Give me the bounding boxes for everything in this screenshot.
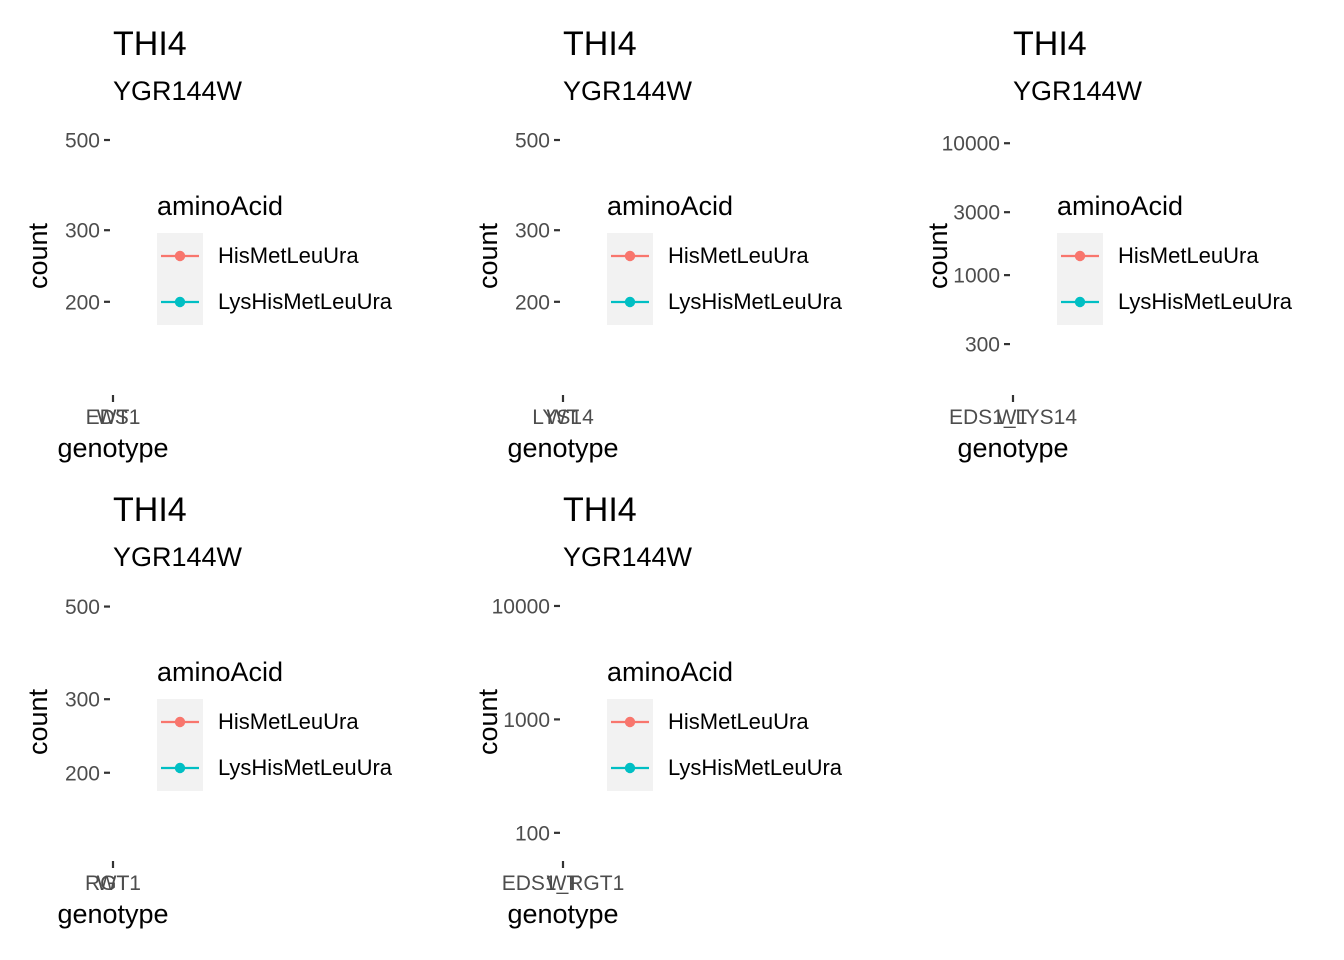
x-tick-label: RGT1 [85, 872, 141, 895]
y-tick-label: 10000 [942, 133, 1000, 156]
x-tick-label: LYS14 [532, 406, 594, 429]
y-tick-label: 10000 [492, 595, 550, 618]
panel-title: THI4 [563, 25, 637, 63]
legend-label: LysHisMetLeuUra [668, 289, 843, 314]
y-axis-title: count [23, 222, 53, 289]
legend-label: LysHisMetLeuUra [668, 755, 843, 780]
x-axis-title: genotype [957, 433, 1068, 463]
legend-label: LysHisMetLeuUra [218, 289, 393, 314]
x-tick-label: WT [97, 406, 130, 429]
legend-title: aminoAcid [157, 191, 283, 221]
y-axis-title: count [923, 222, 953, 289]
legend: aminoAcid HisMetLeuUra LysHisMetLeuUra [607, 657, 843, 791]
legend-point [624, 762, 636, 774]
panel-subtitle: YGR144W [113, 542, 243, 572]
y-tick-label: 300 [965, 334, 1000, 357]
x-axis-title: genotype [57, 899, 168, 929]
y-tick-label: 500 [65, 130, 100, 153]
y-axis-title: count [473, 688, 503, 755]
legend: aminoAcid HisMetLeuUra LysHisMetLeuUra [1057, 191, 1293, 325]
legend: aminoAcid HisMetLeuUra LysHisMetLeuUra [157, 657, 393, 791]
panel-subtitle: YGR144W [113, 76, 243, 106]
y-tick-label: 300 [65, 220, 100, 243]
y-tick-label: 1000 [953, 265, 1000, 288]
panel-title: THI4 [1013, 25, 1087, 63]
legend-point [624, 296, 636, 308]
panel-title: THI4 [563, 491, 637, 529]
legend-point [624, 716, 636, 728]
legend-point [1074, 296, 1086, 308]
y-axis-title: count [473, 222, 503, 289]
legend-label: LysHisMetLeuUra [1118, 289, 1293, 314]
y-tick-label: 3000 [953, 202, 1000, 225]
x-axis-title: genotype [57, 433, 168, 463]
x-tick-label: EDS1_RGT1 [502, 872, 625, 895]
legend-label: HisMetLeuUra [218, 243, 359, 268]
legend-point [174, 716, 186, 728]
y-axis-title: count [23, 688, 53, 755]
x-tick-label: EDS1 [86, 406, 141, 429]
legend-label: HisMetLeuUra [668, 709, 809, 734]
x-axis-title: genotype [507, 899, 618, 929]
legend-point [174, 762, 186, 774]
y-tick-label: 300 [515, 220, 550, 243]
x-tick-label: WT [97, 872, 130, 895]
legend-point [624, 250, 636, 262]
legend-title: aminoAcid [157, 657, 283, 687]
x-tick-label: WT [547, 406, 580, 429]
y-tick-label: 100 [515, 822, 550, 845]
y-tick-label: 500 [65, 596, 100, 619]
y-tick-label: 200 [65, 291, 100, 314]
legend-label: HisMetLeuUra [668, 243, 809, 268]
panel-subtitle: YGR144W [563, 76, 693, 106]
legend-title: aminoAcid [607, 191, 733, 221]
legend: aminoAcid HisMetLeuUra LysHisMetLeuUra [157, 191, 393, 325]
panel-title: THI4 [113, 25, 187, 63]
legend-label: LysHisMetLeuUra [218, 755, 393, 780]
legend-title: aminoAcid [607, 657, 733, 687]
panel-subtitle: YGR144W [1013, 76, 1143, 106]
legend-point [174, 296, 186, 308]
panel-title: THI4 [113, 491, 187, 529]
x-axis-title: genotype [507, 433, 618, 463]
x-tick-label: WT [547, 872, 580, 895]
y-tick-label: 500 [515, 130, 550, 153]
y-tick-label: 200 [65, 762, 100, 785]
legend-label: HisMetLeuUra [1118, 243, 1259, 268]
y-tick-label: 200 [515, 291, 550, 314]
y-tick-label: 1000 [503, 709, 550, 732]
x-tick-label: EDS1_LYS14 [949, 406, 1077, 429]
x-tick-label: WT [997, 406, 1030, 429]
legend-point [174, 250, 186, 262]
panel-subtitle: YGR144W [563, 542, 693, 572]
legend-title: aminoAcid [1057, 191, 1183, 221]
y-tick-label: 300 [65, 689, 100, 712]
legend-point [1074, 250, 1086, 262]
legend: aminoAcid HisMetLeuUra LysHisMetLeuUra [607, 191, 843, 325]
legend-label: HisMetLeuUra [218, 709, 359, 734]
